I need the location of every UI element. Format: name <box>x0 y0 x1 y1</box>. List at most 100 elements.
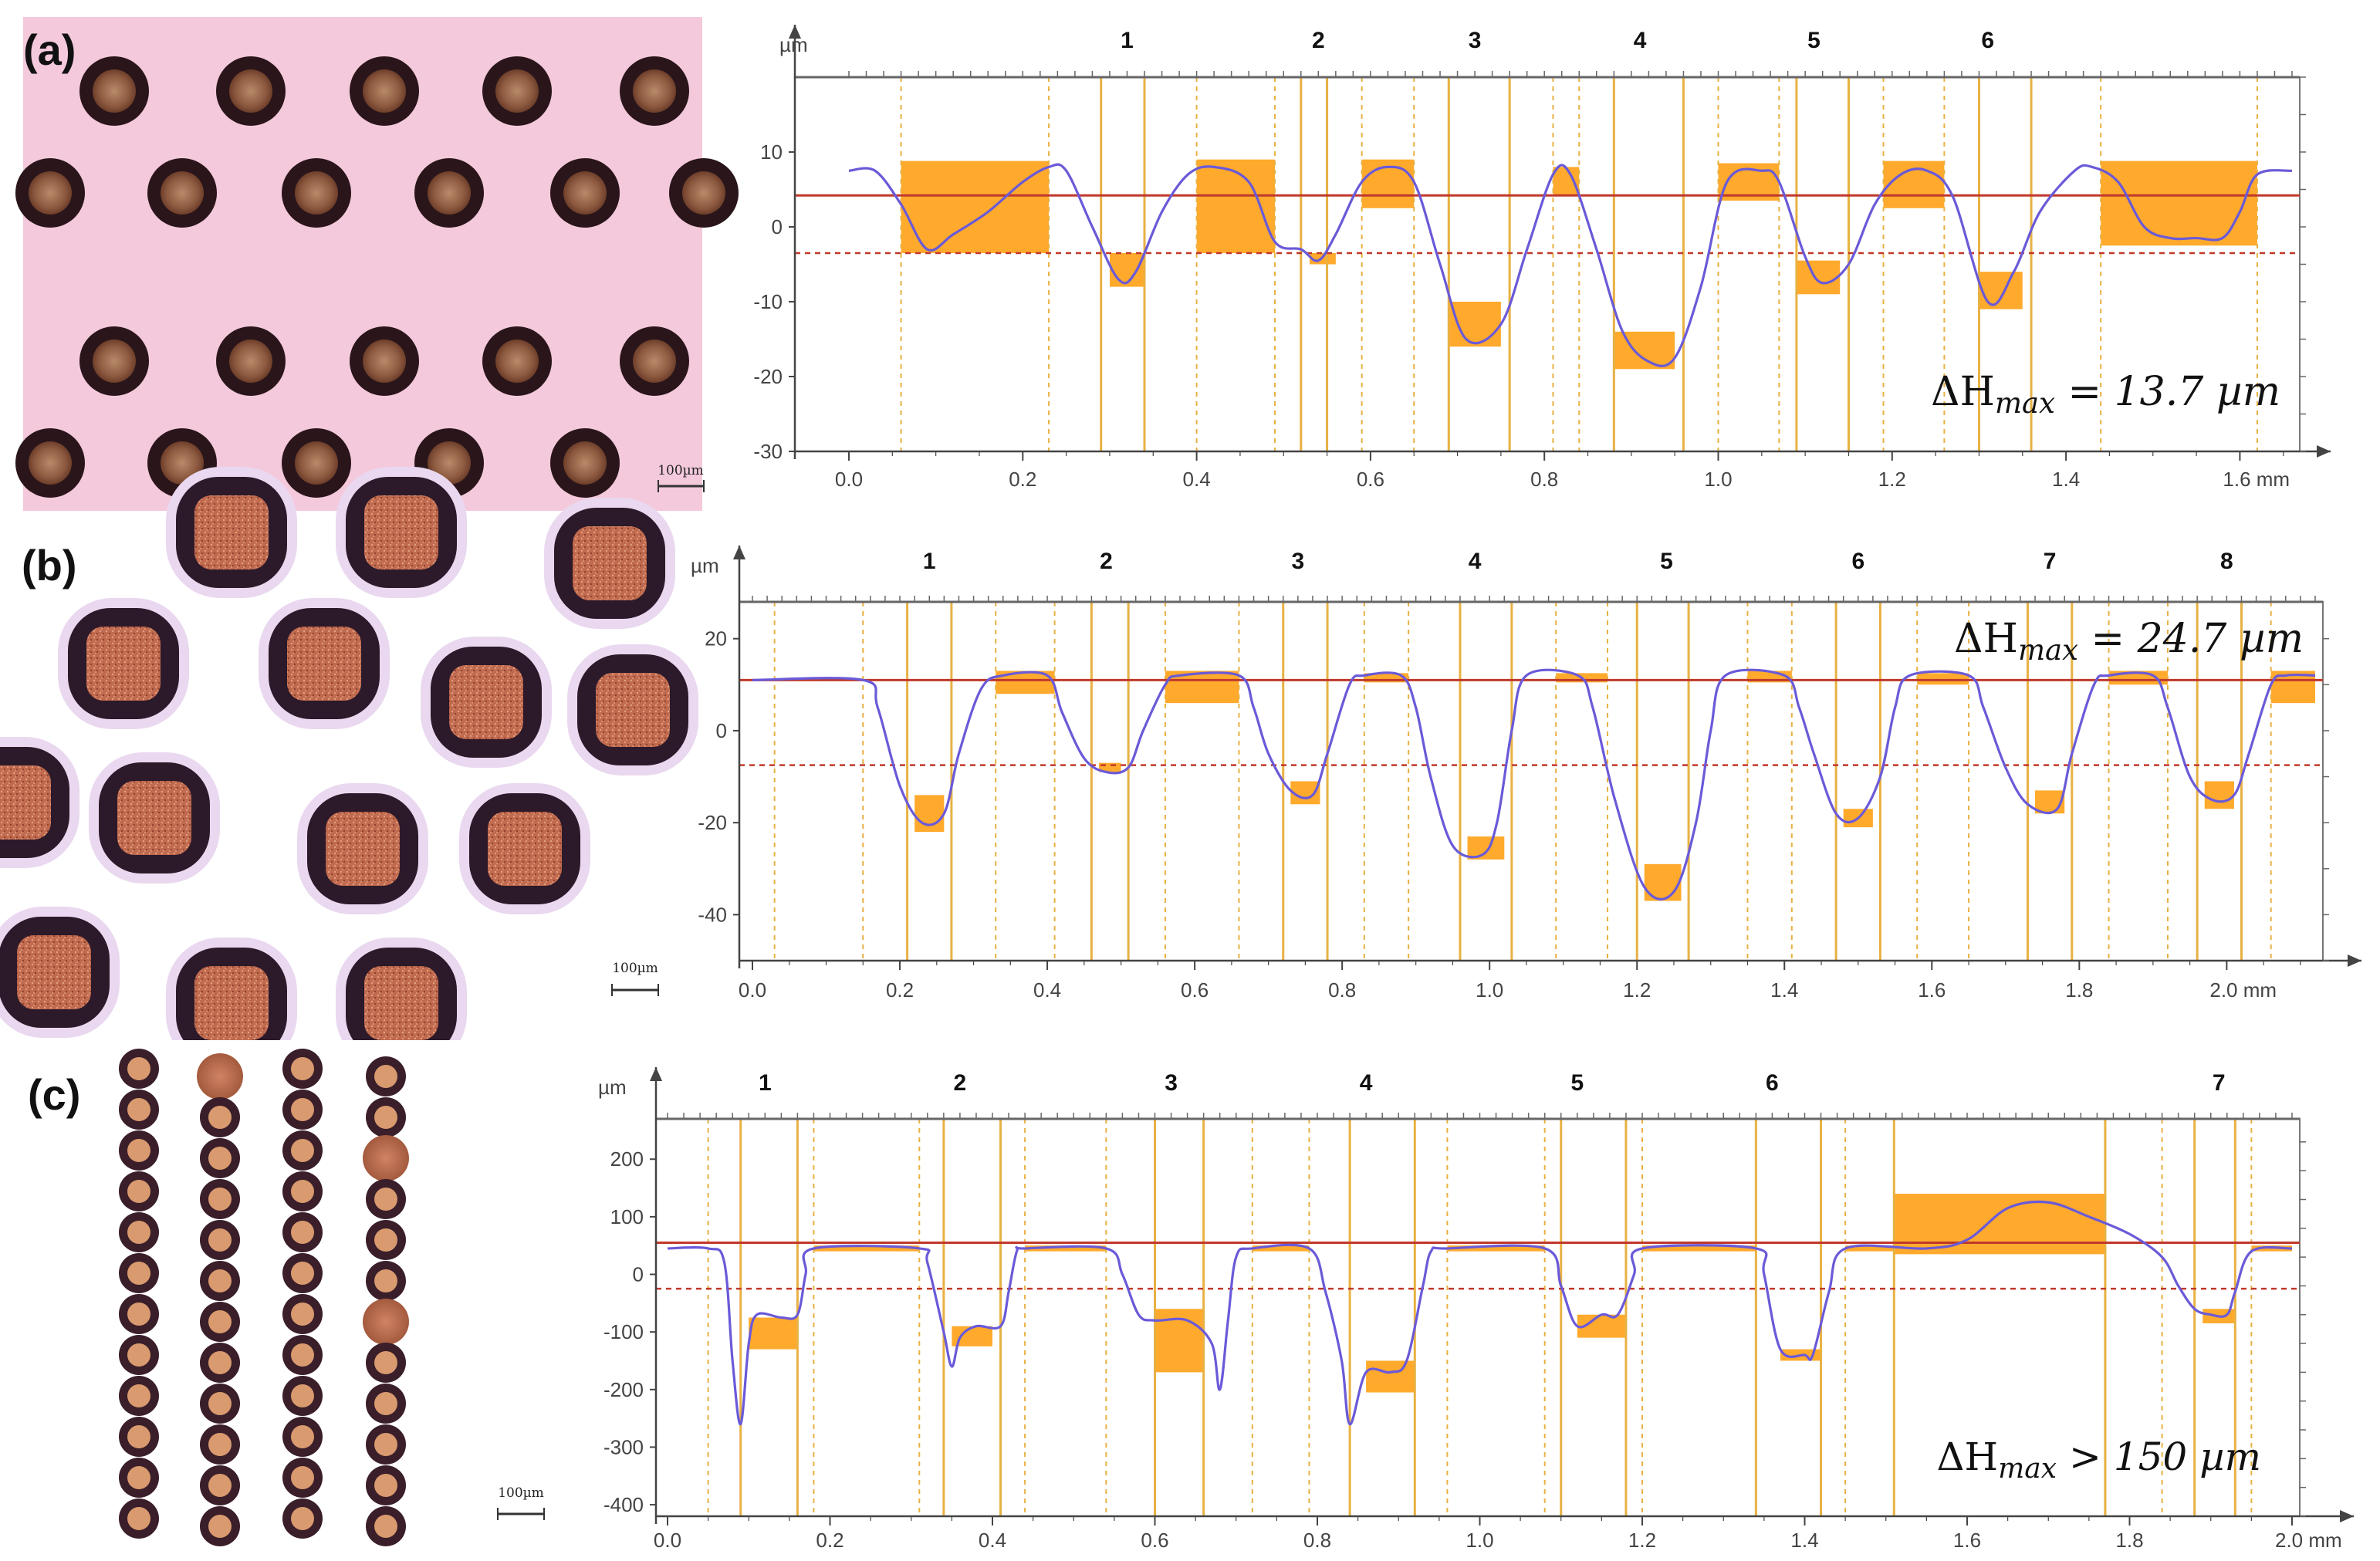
y-tick-label: -100 <box>603 1320 644 1343</box>
dot-core <box>127 1098 150 1121</box>
dot-core <box>291 1098 314 1121</box>
dot-core <box>29 171 72 215</box>
unit-label: µm <box>598 1076 627 1099</box>
dot-core <box>29 441 72 485</box>
x-tick-label: 1.2 <box>1623 978 1651 1002</box>
x-tick-label: 0.4 <box>1033 978 1061 1002</box>
delta-h-annotation: ΔHmax > 150 µm <box>1936 1434 2261 1485</box>
scale-bar-b: 100µm <box>611 961 659 996</box>
dot-core <box>229 340 272 383</box>
profile-chart-c: 1 2 3 4 5 6 7 µm 200 100 0 -100 -200 -300 -400 0.0 0.2 0.… <box>598 1067 2354 1552</box>
micrograph-c: 100µm <box>93 1040 587 1546</box>
highlight-box <box>901 160 1050 253</box>
y-tick-label: -10 <box>753 290 783 313</box>
scale-label-b: 100µm <box>612 961 658 976</box>
dot-core <box>291 1221 314 1244</box>
dot-core <box>374 1188 397 1211</box>
y-axis-arrow <box>650 1067 662 1081</box>
dot-core <box>161 441 204 485</box>
dot-core <box>374 1228 397 1252</box>
profile-line <box>752 668 2316 900</box>
unit-label: µm <box>691 554 719 577</box>
highlight-box <box>1467 836 1505 860</box>
x-axis-arrow <box>2340 1510 2354 1522</box>
x-tick-label: 0.4 <box>979 1529 1006 1552</box>
dot-core <box>596 673 670 747</box>
dot-core <box>374 1515 397 1538</box>
dot-core <box>374 1351 397 1374</box>
dot-core <box>291 1303 314 1326</box>
x-tick-label: 2.0 mm <box>2275 1529 2342 1552</box>
y-tick-label: -400 <box>603 1493 644 1516</box>
x-tick-label: 0.0 <box>739 978 766 1002</box>
y-tick-label: 20 <box>705 627 727 650</box>
dot-core <box>573 526 647 600</box>
dot-core <box>291 1057 314 1080</box>
x-tick-label: 0.6 <box>1141 1529 1168 1552</box>
plot-frame <box>794 76 2301 452</box>
highlight-box <box>1894 1194 2105 1255</box>
unit-label: µm <box>779 33 808 56</box>
dot-core <box>208 1392 232 1415</box>
dot-core <box>287 627 361 701</box>
highlight-box <box>2204 781 2234 809</box>
panel-label-c: (c) <box>28 1070 80 1119</box>
scale-bar-a: 100µm <box>658 463 705 492</box>
dot-core <box>127 1343 150 1367</box>
dot-core <box>563 171 607 215</box>
feature-label: 4 <box>1360 1070 1373 1096</box>
dot-core <box>208 1269 232 1292</box>
y-tick-label: -200 <box>603 1378 644 1401</box>
dot-core <box>682 171 725 215</box>
y-axis-arrow <box>733 546 745 559</box>
dot-core <box>161 171 204 215</box>
dot-core <box>208 1474 232 1497</box>
feature-label: 1 <box>923 549 936 574</box>
x-tick-label: 0.8 <box>1303 1529 1331 1552</box>
y-tick-label: 200 <box>610 1147 644 1171</box>
dot-core <box>633 69 676 113</box>
feature-label: 3 <box>1165 1070 1178 1096</box>
dot-core <box>428 171 471 215</box>
x-tick-label: 1.0 <box>1704 468 1732 491</box>
x-tick-label: 1.2 <box>1628 1529 1656 1552</box>
plot-frame <box>655 1118 2301 1517</box>
y-tick-label: -20 <box>698 811 727 834</box>
dot-core <box>127 1139 150 1162</box>
y-tick-label: 0 <box>716 719 727 742</box>
x-tick-label: 0.2 <box>1009 468 1036 491</box>
x-tick-label: 1.4 <box>1790 1529 1818 1552</box>
micrograph-a: 100µm <box>15 17 739 511</box>
highlight-box <box>1196 159 1275 253</box>
y-axis-arrow <box>789 25 801 39</box>
y-tick-label: -20 <box>753 365 783 388</box>
profile-line <box>848 163 2293 367</box>
x-tick-label: 1.8 <box>2065 978 2093 1002</box>
feature-label: 5 <box>1570 1070 1584 1096</box>
dot-core <box>127 1466 150 1489</box>
highlight-box <box>749 1317 798 1350</box>
dot-core <box>0 765 51 840</box>
dot-core <box>291 1262 314 1285</box>
dot-core <box>291 1384 314 1407</box>
feature-label: 6 <box>1981 28 1994 53</box>
delta-h-annotation: ΔHmax = 24.7 µm <box>1954 616 2304 667</box>
highlight-box <box>1553 167 1580 196</box>
dot-core <box>117 781 191 855</box>
x-tick-label: 1.6 <box>1953 1529 1981 1552</box>
x-tick-label: 1.6 <box>1918 978 1946 1002</box>
feature-label: 8 <box>2220 549 2233 574</box>
profile-chart-a: 1 2 3 4 5 6 µm 10 0 -10 -20 -30 0.0 0.2 0.4 0.6 0.8 1.0 1.… <box>753 25 2331 491</box>
x-axis-arrow <box>2317 445 2331 458</box>
feature-label: 2 <box>954 1070 967 1096</box>
profile-chart-b: 1 2 3 4 5 6 7 8 µm 20 0 -20 -40 0.0 0.2 0.4 0.6 0.8 1.0 1.2… <box>691 546 2361 1002</box>
dot-core <box>374 1392 397 1415</box>
dot-core <box>495 340 539 383</box>
dot-core <box>563 441 607 485</box>
x-tick-label: 0.6 <box>1357 468 1384 491</box>
dot-core <box>633 340 676 383</box>
plot-frame <box>739 601 2324 961</box>
feature-label: 1 <box>1121 28 1134 53</box>
dot-core <box>374 1433 397 1456</box>
dot-core <box>93 340 136 383</box>
